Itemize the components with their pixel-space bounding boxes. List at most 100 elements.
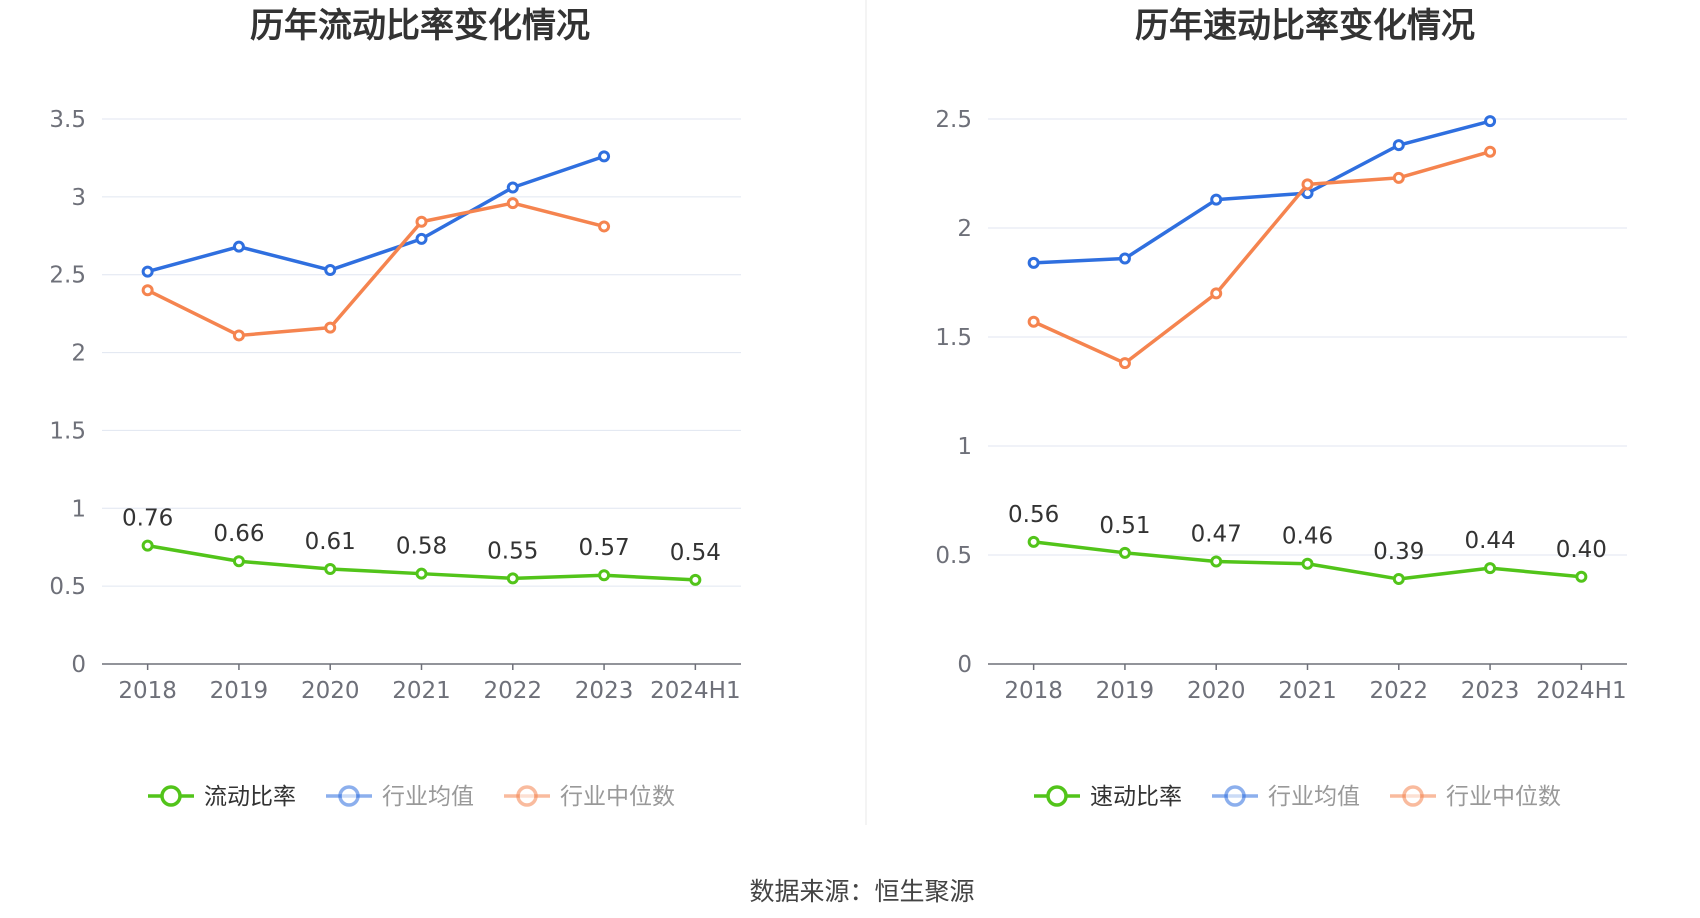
legend-swatch-marker: [1402, 785, 1424, 807]
data-label: 0.51: [1099, 513, 1150, 539]
x-tick-label: 2020: [1187, 678, 1246, 704]
y-tick-label: 1.5: [935, 325, 972, 351]
data-point: [506, 181, 519, 194]
y-tick-label: 0.5: [49, 574, 86, 600]
y-tick-label: 3: [71, 185, 86, 211]
data-point: [232, 240, 245, 253]
data-point: [1118, 357, 1131, 370]
series-line-2: [1032, 150, 1491, 365]
y-tick-label: 2.5: [935, 107, 972, 133]
data-point: [232, 555, 245, 568]
data-point: [1027, 535, 1040, 548]
x-tick-label: 2022: [1370, 678, 1429, 704]
data-point: [506, 572, 519, 585]
legend-swatch-marker: [1046, 785, 1068, 807]
legend-item[interactable]: 速动比率: [1034, 784, 1182, 810]
data-point: [415, 232, 428, 245]
data-label: 0.66: [213, 521, 264, 547]
y-tick-label: 0: [71, 652, 86, 678]
data-point: [1118, 546, 1131, 559]
series-line-1: [147, 154, 605, 274]
data-point: [1392, 572, 1405, 585]
data-label: 0.57: [578, 535, 629, 561]
data-point: [1392, 139, 1405, 152]
data-point: [141, 284, 154, 297]
legend-swatch-marker: [338, 785, 360, 807]
data-label: 0.76: [122, 506, 173, 532]
data-point: [1210, 193, 1223, 206]
legend-item[interactable]: 行业中位数: [504, 784, 675, 810]
legend-swatch-marker: [160, 785, 182, 807]
data-label: 0.58: [396, 534, 447, 560]
legend-swatch-marker: [516, 785, 538, 807]
legend-label: 行业均值: [382, 784, 474, 810]
y-tick-label: 2: [71, 341, 86, 367]
legend-label: 行业均值: [1268, 784, 1360, 810]
data-point: [415, 215, 428, 228]
legend-item[interactable]: 行业均值: [1212, 784, 1360, 810]
legend-item[interactable]: 行业中位数: [1390, 784, 1561, 810]
data-point: [1392, 171, 1405, 184]
data-point: [1210, 555, 1223, 568]
series-line-1: [1033, 119, 1491, 265]
legend-label: 流动比率: [204, 784, 296, 810]
x-tick-label: 2023: [575, 678, 634, 704]
data-label: 0.61: [305, 529, 356, 555]
y-tick-label: 2: [957, 216, 972, 242]
data-point: [1301, 557, 1314, 570]
current-ratio-chart: 历年流动比率变化情况 0 0.5 1 1.5 2 2.5 3 3.5 2018 2019 2020 2…: [49, 6, 741, 810]
data-point: [232, 329, 245, 342]
data-label: 0.55: [487, 538, 538, 564]
x-tick-label: 2023: [1461, 678, 1520, 704]
data-point: [1484, 115, 1497, 128]
data-point: [141, 265, 154, 278]
data-point: [1027, 256, 1040, 269]
x-tick-label: 2018: [118, 678, 177, 704]
data-point: [1301, 178, 1314, 191]
x-tick-label: 2019: [1096, 678, 1155, 704]
legend-item[interactable]: 流动比率: [148, 784, 296, 810]
legend-swatch-marker: [1224, 785, 1246, 807]
x-tick-label: 2021: [1278, 678, 1337, 704]
data-point: [1027, 315, 1040, 328]
chart-title: 历年流动比率变化情况: [250, 6, 590, 46]
x-tick-label: 2024H1: [650, 678, 740, 704]
data-point: [689, 573, 702, 586]
x-tick-label: 2022: [484, 678, 543, 704]
x-tick-label: 2021: [392, 678, 451, 704]
legend-label: 行业中位数: [1446, 784, 1561, 810]
legend-item[interactable]: 行业均值: [326, 784, 474, 810]
data-point: [324, 264, 337, 277]
chart-title: 历年速动比率变化情况: [1135, 6, 1475, 46]
data-point: [598, 569, 611, 582]
x-tick-label: 2018: [1004, 678, 1063, 704]
legend-label: 速动比率: [1090, 784, 1182, 810]
data-point: [1210, 287, 1223, 300]
data-label: 0.47: [1191, 522, 1242, 548]
data-label: 0.46: [1282, 524, 1333, 550]
data-label: 0.40: [1556, 537, 1607, 563]
data-label: 0.44: [1464, 528, 1515, 554]
x-tick-label: 2024H1: [1536, 678, 1626, 704]
data-source-note: 数据来源：恒生聚源: [749, 877, 974, 906]
data-label: 0.39: [1373, 539, 1424, 565]
data-point: [1118, 252, 1131, 265]
y-tick-label: 2.5: [49, 263, 86, 289]
data-label: 0.56: [1008, 502, 1059, 528]
data-point: [598, 220, 611, 233]
data-point: [324, 321, 337, 334]
x-tick-label: 2019: [210, 678, 269, 704]
data-point: [506, 197, 519, 210]
y-tick-label: 1.5: [49, 418, 86, 444]
data-point: [1484, 562, 1497, 575]
data-point: [324, 563, 337, 576]
y-tick-label: 0.5: [935, 543, 972, 569]
y-tick-label: 1: [957, 434, 972, 460]
data-point: [1484, 145, 1497, 158]
y-tick-label: 0: [957, 652, 972, 678]
data-label: 0.54: [670, 540, 721, 566]
data-point: [141, 539, 154, 552]
legend-label: 行业中位数: [560, 784, 675, 810]
